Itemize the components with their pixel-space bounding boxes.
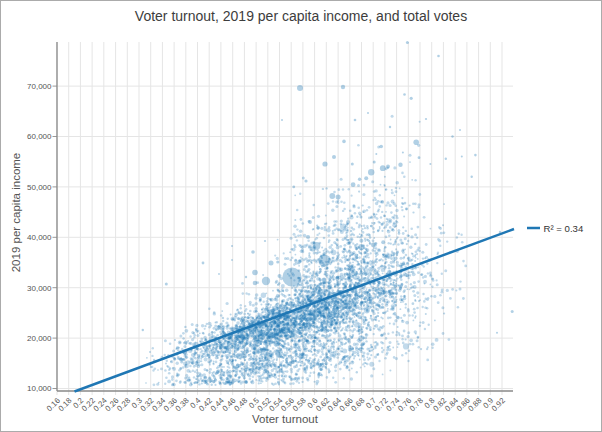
svg-text:60,000: 60,000 bbox=[27, 132, 52, 141]
svg-text:30,000: 30,000 bbox=[27, 284, 52, 293]
svg-text:10,000: 10,000 bbox=[27, 384, 52, 393]
svg-text:R² = 0.34: R² = 0.34 bbox=[544, 223, 584, 234]
svg-text:20,000: 20,000 bbox=[27, 334, 52, 343]
svg-text:40,000: 40,000 bbox=[27, 233, 52, 242]
svg-text:0.92: 0.92 bbox=[490, 396, 507, 413]
svg-text:Voter turnout, 2019 per capita: Voter turnout, 2019 per capita income, a… bbox=[135, 8, 467, 24]
svg-text:70,000: 70,000 bbox=[27, 82, 52, 91]
svg-text:Voter turnout: Voter turnout bbox=[252, 413, 319, 425]
svg-text:50,000: 50,000 bbox=[27, 183, 52, 192]
svg-text:2019 per capita income: 2019 per capita income bbox=[10, 153, 22, 273]
